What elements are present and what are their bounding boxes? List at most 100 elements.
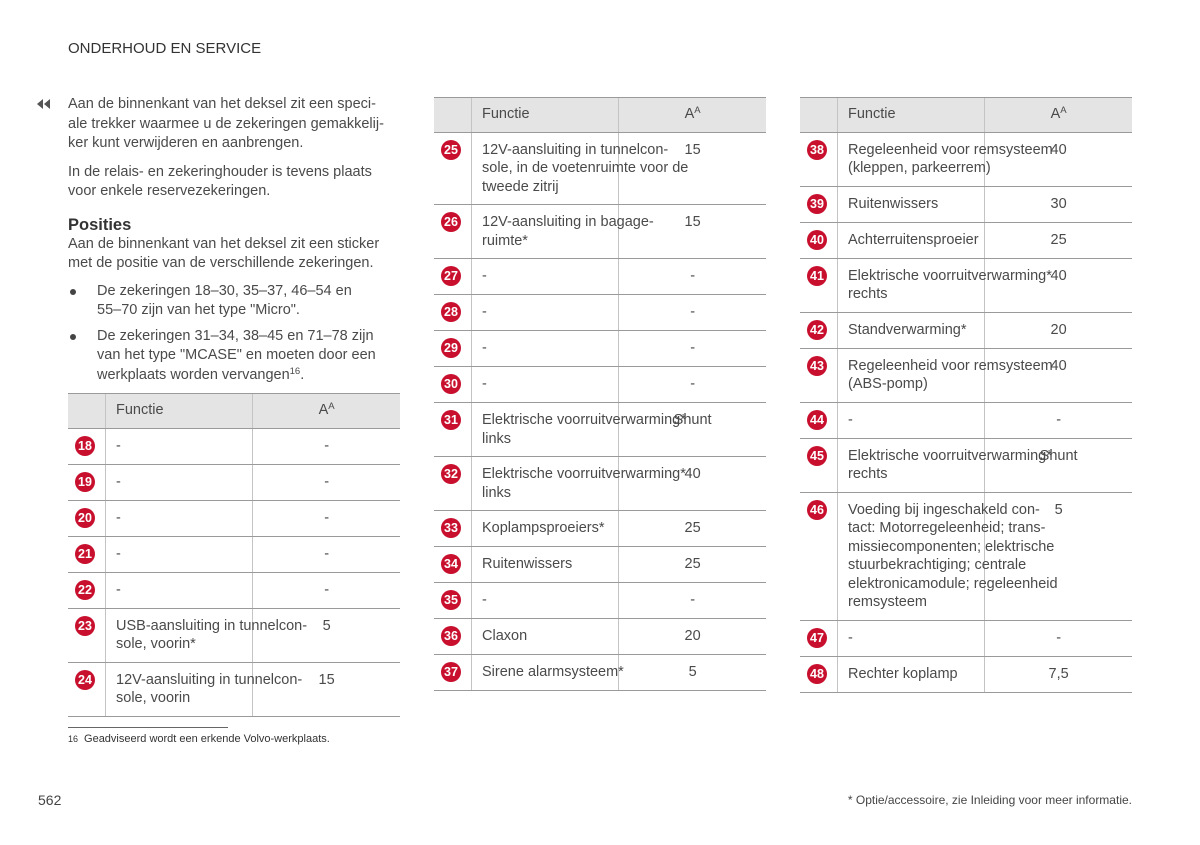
fuse-table: Functie AA 18- -19- -20- -21- -22- -23 USB-aansl… [68,393,400,717]
bullet-item: De zekeringen 18–30, 35–37, 46–54 en 55–7… [68,282,403,321]
function-cell: Koplampsproeiers* [470,510,619,547]
fuse-number: 34 [441,554,461,574]
text-line: Koplampsproeiers* [482,520,605,536]
number-cell: 46 [800,492,838,621]
fuse-number: 21 [75,543,95,564]
fuse-number: 29 [441,338,461,358]
value-cell: Shunt [984,438,1132,493]
text-line: - [116,437,121,454]
number-cell: 28 [434,294,472,331]
function-cell: - [104,572,253,609]
value-cell: 20 [984,312,1132,349]
footer-note: * Optie/accessoire, zie Inleiding voor m… [847,793,1132,807]
text: . [300,366,305,383]
function-cell: Claxon [470,618,619,655]
text-line: - [482,376,487,392]
table-row: 48 Rechter koplamp 7,5 [800,656,1132,693]
table-row: 19 - - [68,464,400,501]
function-cell: 12V-aansluiting in bagage-ruimte* [470,204,654,259]
number-cell: 25 [434,132,472,205]
fuse-number: 27 [441,266,461,286]
text-line: 12V-aansluiting in bagage- [482,214,654,230]
value-cell: - [618,294,766,331]
text-line: - [116,509,121,526]
function-cell: - [470,294,619,331]
section-heading: Posities [68,215,132,234]
text-line: rechts [848,286,888,302]
number-cell: 42 [800,312,838,349]
function-cell: Elektrische voorruitverwarming* links [470,456,686,511]
number-cell: 32 [434,456,472,511]
text-line: Ruitenwissers [848,195,939,212]
number-cell: 34 [434,546,472,583]
text-line: 12V-aansluiting in tunnelcon- [116,671,303,688]
number-cell: 29 [434,330,472,367]
table-row: 32 Elektrische voorruitverwarming* links 40 [434,456,766,511]
text-line: - [116,581,121,598]
header-cell: Functie [470,97,619,133]
fuse-number: 20 [75,507,95,528]
text-line: Voeding bij ingeschakeld con- [848,501,1040,518]
fuse-number: 25 [441,139,461,160]
left-column: Aan de binnenkant van het deksel zit een… [68,95,403,391]
bullet-item: De zekeringen 31–34, 38–45 en 71–78 zijn… [68,327,403,386]
bullet-dot [70,333,76,340]
text-line: De zekeringen 18–30, 35–37, 46–54 en [97,282,403,302]
number-cell: 45 [800,438,838,493]
table-header: Functie AA [800,97,1132,133]
table-row: 33 Koplampsproeiers* 25 [434,510,766,547]
function-cell: - [470,582,619,619]
function-cell: Standverwarming* [836,312,985,349]
value-cell: - [984,620,1132,657]
table-row: 25 12V-aansluiting in tunnelcon-sole, in … [434,132,766,205]
header-cell: AA [252,393,400,429]
text-line: sole, voorin* [116,636,196,652]
number-cell: 44 [800,402,838,439]
fuse-number: 48 [807,663,827,684]
number-cell: 37 [434,654,472,691]
text: De zekeringen 18–30, 35–37, 46–54 en [97,282,352,299]
bullet-dot [70,288,76,295]
function-cell: Elektrische voorruitverwarming* rechts [836,438,1052,493]
value-cell: - [984,402,1132,439]
function-cell: Achterruitensproeier [836,222,985,259]
function-cell: Ruitenwissers [470,546,619,583]
value-cell: 40 [984,348,1132,403]
value-cell: 40 [618,456,766,511]
table-row: 36 Claxon 20 [434,618,766,655]
header-sup: A [1060,105,1067,116]
function-cell: - [836,620,985,657]
header-cell [434,97,472,133]
fuse-number: 41 [807,265,827,286]
text-line: elektronicamodule; regeleenheid [848,575,1058,592]
value-cell: 40 [984,132,1132,187]
fuse-number: 47 [807,627,827,648]
fuse-number: 38 [807,139,827,160]
text-line: - [482,268,487,284]
text-line: links [482,484,512,501]
function-cell: Elektrische voorruitverwarming* links [470,402,686,457]
value-cell: 40 [984,258,1132,313]
fuse-table: Functie AA 38 Regeleenheid voor remsysteem(… [800,97,1132,693]
number-cell: 35 [434,582,472,619]
fuse-number: 42 [807,319,827,340]
table-row: 43 Regeleenheid voor remsysteem (ABS-pomp)… [800,348,1132,403]
text-line: (ABS-pomp) [848,376,928,392]
number-cell: 20 [68,500,106,537]
table-row: 39 Ruitenwissers 30 [800,186,1132,223]
fuse-number: 18 [75,435,95,456]
text-line: Rechter koplamp [848,665,958,682]
value-cell: 5 [984,492,1132,621]
table-row: 41 Elektrische voorruitverwarming* rechts 4… [800,258,1132,313]
function-cell: - [104,500,253,537]
text-line: Ruitenwissers [482,556,573,572]
value-cell: 15 [252,662,400,717]
fuse-number: 33 [441,518,461,538]
function-cell: - [836,402,985,439]
footnote: 16 Geadviseerd wordt een erkende Volvo-we… [68,733,330,745]
text-line: Aan de binnenkant van het deksel zit een… [68,235,380,252]
value-cell: 5 [252,608,400,663]
text: De zekeringen 31–34, 38–45 en 71–78 zijn [97,327,374,344]
text-line: Elektrische voorruitverwarming* [482,466,686,482]
table-row: 35 - - [434,582,766,619]
